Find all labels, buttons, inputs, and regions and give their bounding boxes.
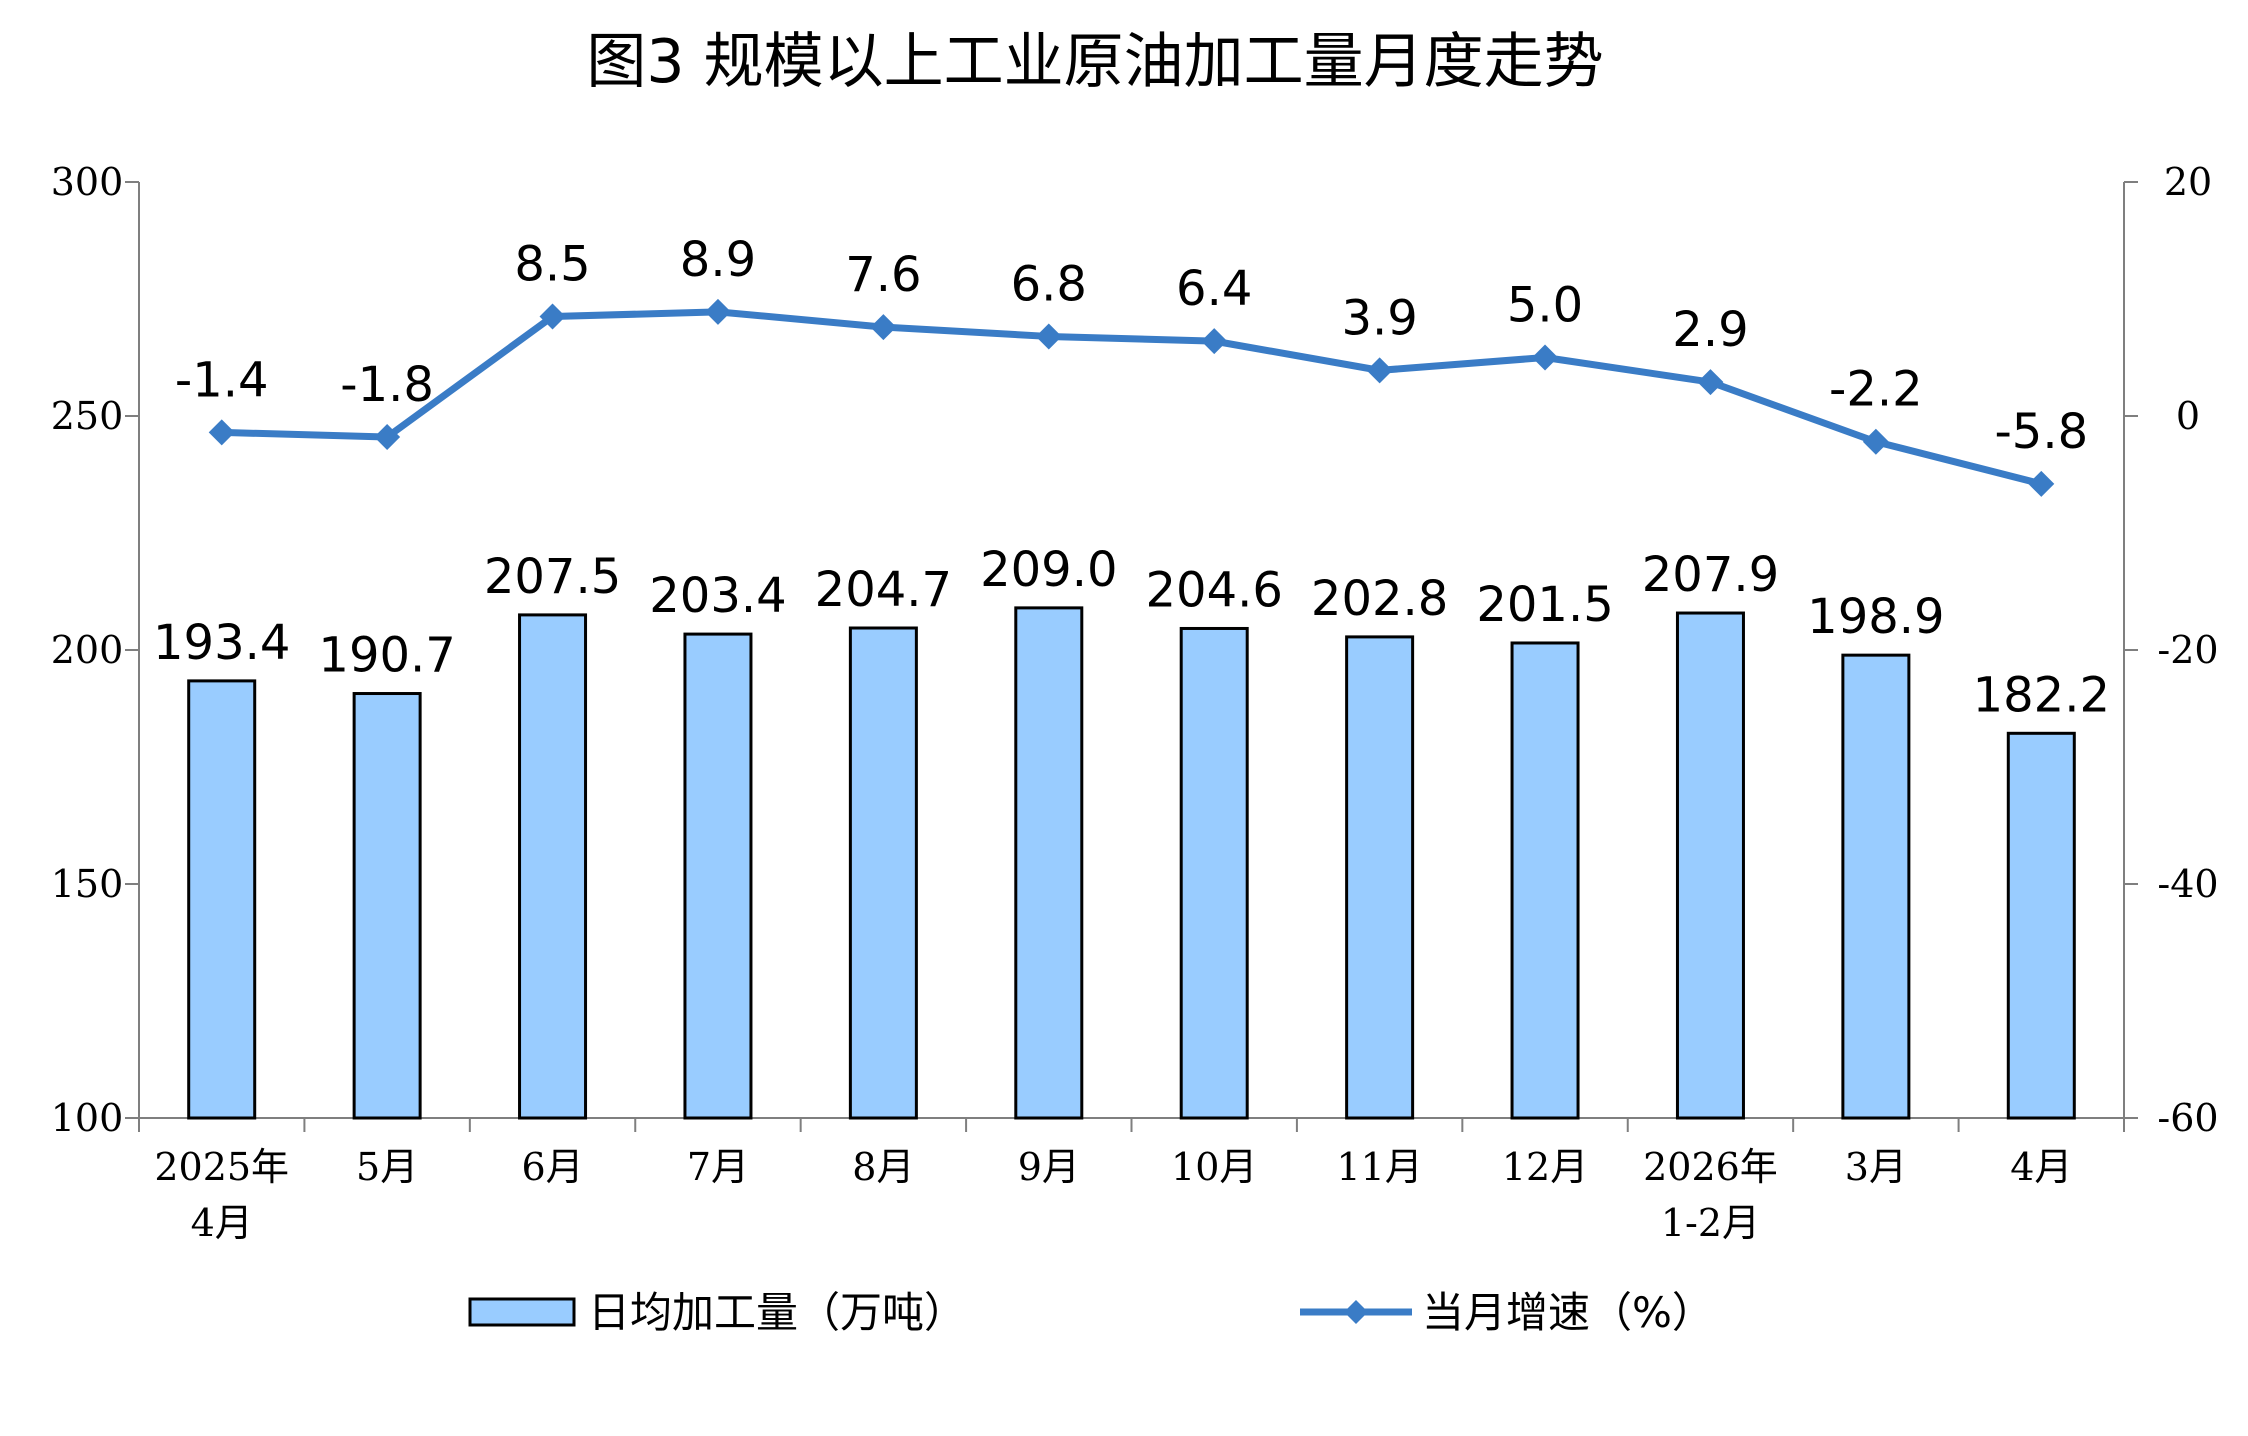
legend-swatch-marker xyxy=(1344,1300,1368,1324)
line-point xyxy=(704,298,731,325)
line-value-label: 7.6 xyxy=(845,247,921,303)
y-left-tick-label: 250 xyxy=(51,394,124,438)
bar-value-label: 202.8 xyxy=(1311,571,1448,627)
line-value-label: -1.4 xyxy=(175,352,269,408)
bar xyxy=(352,692,422,1120)
line-value-label: -2.2 xyxy=(1829,362,1923,418)
line-value-label: 3.9 xyxy=(1341,290,1417,346)
bar xyxy=(2006,731,2076,1120)
line-point xyxy=(1862,428,1889,455)
growth-line xyxy=(221,308,2043,488)
bar-value-label: 207.9 xyxy=(1642,547,1779,603)
x-tick-label: 6月 xyxy=(521,1145,583,1189)
line-value-label: 6.4 xyxy=(1176,261,1252,317)
bar xyxy=(518,613,588,1120)
legend: 日均加工量（万吨） 当月增速（%） xyxy=(468,1288,1714,1337)
x-tick-label: 2025年 xyxy=(154,1145,289,1189)
line-point xyxy=(1697,369,1724,396)
category-labels: 2025年 4月 5月 6月 7月 8月 9月 10月 11月 12月 2026年 1-2月 3月 4月 xyxy=(154,1145,2072,1245)
x-tick-label: 7月 xyxy=(687,1145,749,1189)
y-left-tick-label: 150 xyxy=(51,862,124,906)
line-point xyxy=(1201,328,1228,355)
line-value-label: 6.8 xyxy=(1011,256,1087,312)
line-point xyxy=(2028,470,2055,497)
line-point xyxy=(870,314,897,341)
line-value-label: 8.9 xyxy=(680,232,756,288)
bar-value-label: 193.4 xyxy=(153,615,290,671)
line-labels: -1.4 -1.8 8.5 8.9 7.6 6.8 6.4 3.9 5.0 2.9 -2.2 -5.8 xyxy=(175,232,2088,460)
x-tick-label: 11月 xyxy=(1336,1145,1422,1189)
x-tick-label: 8月 xyxy=(852,1145,914,1189)
line-point xyxy=(1532,344,1559,371)
line-point xyxy=(1366,357,1393,384)
x-tick-label: 12月 xyxy=(1502,1145,1588,1189)
x-tick-label: 5月 xyxy=(356,1145,418,1189)
line-point xyxy=(374,424,401,451)
line-point xyxy=(539,303,566,330)
bar xyxy=(683,632,753,1120)
bar xyxy=(1014,606,1084,1120)
x-tick-label: 9月 xyxy=(1018,1145,1080,1189)
bar-value-label: 198.9 xyxy=(1807,589,1944,645)
line-value-label: 2.9 xyxy=(1672,302,1748,358)
y-right-tick-label: -60 xyxy=(2157,1096,2218,1140)
line-series xyxy=(208,298,2055,497)
line-point xyxy=(208,419,235,446)
line-point xyxy=(1035,323,1062,350)
legend-label-bar: 日均加工量（万吨） xyxy=(588,1288,966,1337)
bar-value-label: 201.5 xyxy=(1476,577,1613,633)
x-tick-label: 4月 xyxy=(2010,1145,2072,1189)
bar xyxy=(1510,641,1580,1120)
bars xyxy=(187,606,2076,1120)
bar xyxy=(1345,635,1415,1120)
line-value-label: -1.8 xyxy=(340,357,434,413)
y-left-tick-label: 100 xyxy=(51,1096,124,1140)
x-tick-label: 10月 xyxy=(1171,1145,1257,1189)
bar-value-label: 204.6 xyxy=(1145,562,1282,618)
x-tick-label: 1-2月 xyxy=(1661,1201,1760,1245)
bar-value-label: 207.5 xyxy=(484,549,621,605)
line-value-label: 5.0 xyxy=(1507,278,1583,334)
bar-value-label: 204.7 xyxy=(815,562,952,618)
bar xyxy=(1841,653,1911,1120)
bar xyxy=(1675,611,1745,1120)
x-tick-label: 4月 xyxy=(191,1201,253,1245)
bar xyxy=(1179,626,1249,1120)
bar-value-label: 182.2 xyxy=(1973,667,2110,723)
y-right-tick-label: -20 xyxy=(2157,628,2218,672)
y-right-tick-label: -40 xyxy=(2157,862,2218,906)
y-left-tick-label: 200 xyxy=(51,628,124,672)
x-tick-label: 3月 xyxy=(1845,1145,1907,1189)
bar-value-label: 203.4 xyxy=(649,568,786,624)
y-right-tick-label: 0 xyxy=(2176,394,2200,438)
bar xyxy=(848,626,918,1120)
y-right-tick-label: 20 xyxy=(2164,160,2212,204)
x-tick-label: 2026年 xyxy=(1643,1145,1778,1189)
bar-labels: 193.4 190.7 207.5 203.4 204.7 209.0 204.6 202.8… xyxy=(153,542,2110,723)
axes: 100 150 200 250 300 -60 -40 -20 0 20 xyxy=(51,160,2219,1140)
line-value-label: -5.8 xyxy=(1994,404,2088,460)
bar xyxy=(187,679,257,1120)
legend-swatch-bar xyxy=(468,1297,576,1327)
bar-value-label: 209.0 xyxy=(980,542,1117,598)
y-left-tick-label: 300 xyxy=(51,160,124,204)
bar-value-label: 190.7 xyxy=(318,628,455,684)
line-value-label: 8.5 xyxy=(514,237,590,293)
chart-title: 图3 规模以上工业原油加工量月度走势 xyxy=(586,27,1603,97)
legend-label-line: 当月增速（%） xyxy=(1422,1288,1714,1337)
